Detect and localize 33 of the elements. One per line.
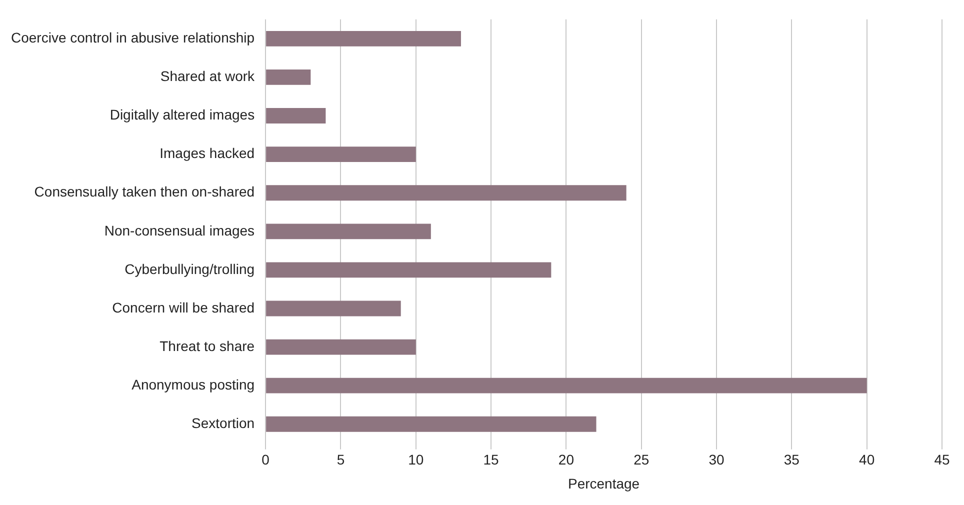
bar bbox=[266, 416, 596, 432]
x-tick-label: 10 bbox=[408, 452, 424, 468]
y-tick-label: Anonymous posting bbox=[132, 376, 255, 392]
bar bbox=[266, 30, 461, 46]
y-tick-label: Images hacked bbox=[160, 145, 255, 162]
bar bbox=[266, 146, 416, 162]
x-tick-label: 40 bbox=[859, 452, 875, 468]
y-tick-label: Digitally altered images bbox=[110, 106, 255, 123]
bar bbox=[266, 300, 401, 316]
x-tick-label: 5 bbox=[336, 452, 345, 468]
x-tick-label: 30 bbox=[708, 452, 725, 468]
y-tick-label: Shared at work bbox=[160, 68, 256, 84]
y-tick-label: Cyberbullying/trolling bbox=[124, 260, 255, 277]
y-tick-label: Non-consensual images bbox=[104, 222, 255, 238]
x-tick-label: 45 bbox=[934, 452, 950, 468]
x-tick-label: 35 bbox=[784, 452, 800, 468]
x-tick-label: 20 bbox=[558, 452, 574, 468]
bar bbox=[266, 339, 416, 355]
bar bbox=[266, 70, 311, 85]
bar bbox=[266, 262, 552, 278]
x-tick-label: 25 bbox=[634, 452, 650, 468]
y-tick-label: Concern will be shared bbox=[112, 299, 255, 316]
bar bbox=[266, 224, 431, 240]
bar bbox=[266, 108, 326, 124]
bar bbox=[266, 185, 626, 201]
x-axis-title: Percentage bbox=[568, 475, 640, 492]
y-tick-label: Coercive control in abusive relationship bbox=[10, 30, 255, 46]
bar bbox=[266, 378, 867, 394]
x-tick-label: 15 bbox=[483, 452, 500, 468]
y-tick-label: Consensually taken then on-shared bbox=[34, 184, 255, 200]
y-tick-label: Sextortion bbox=[192, 414, 255, 431]
y-tick-label: Threat to share bbox=[160, 338, 255, 354]
x-tick-label: 0 bbox=[262, 452, 270, 468]
